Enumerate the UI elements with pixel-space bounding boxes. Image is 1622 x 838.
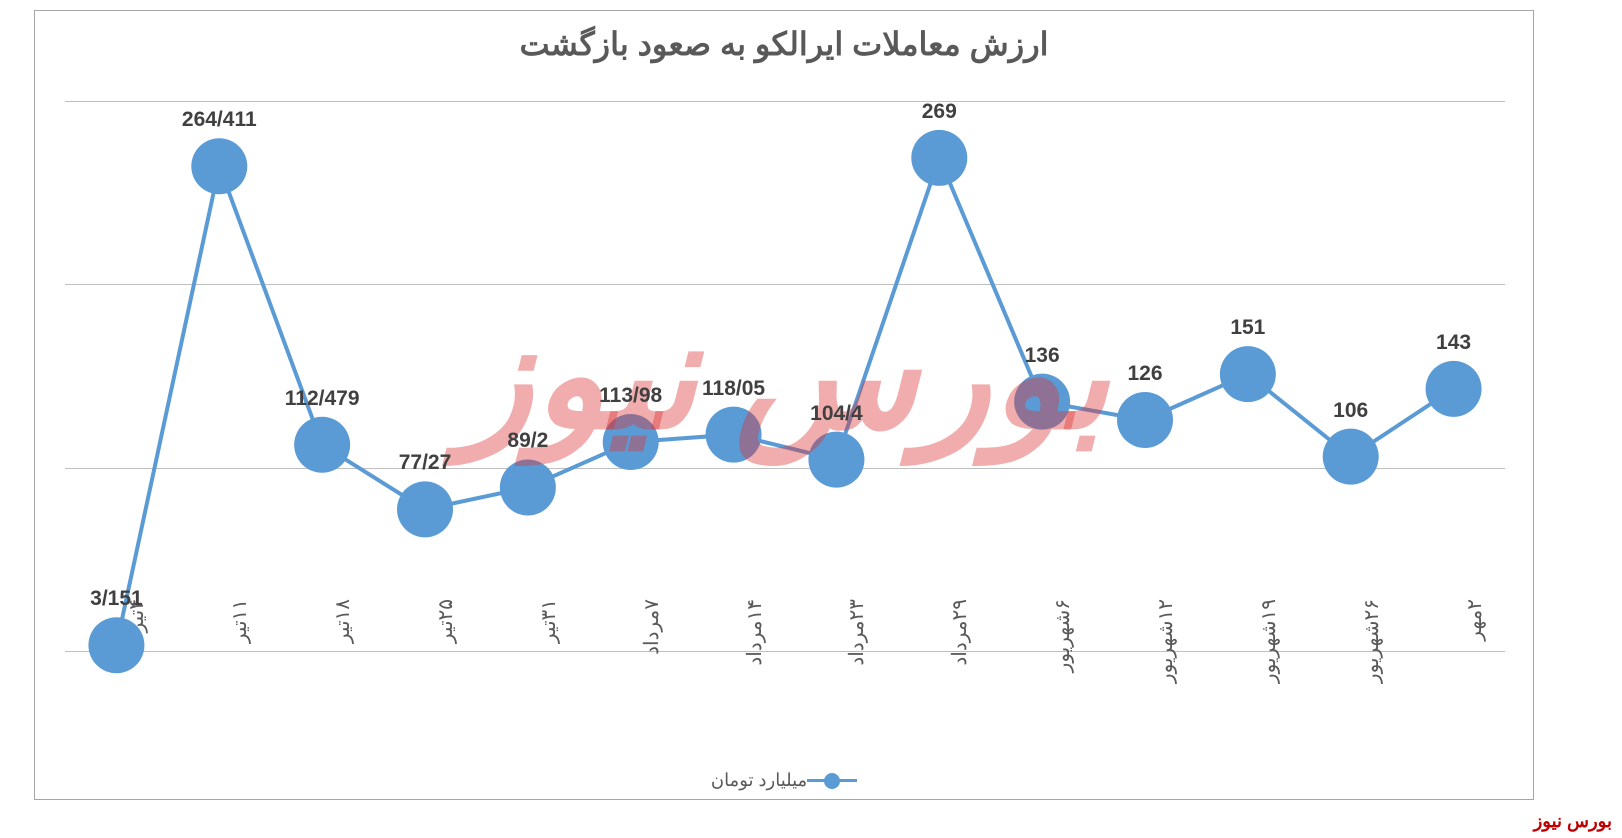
data-label: 151 [1230, 316, 1265, 340]
data-marker [1014, 374, 1070, 430]
x-tick-label: ۲۶شهریور [1359, 599, 1384, 683]
x-tick-label: ۲۹مرداد [947, 599, 972, 666]
data-marker [1117, 392, 1173, 448]
data-label: 77/27 [399, 451, 452, 475]
x-tick-label: ۱۱تیر [227, 599, 252, 643]
data-label: 104/4 [810, 402, 863, 426]
data-marker [808, 432, 864, 488]
data-label: 112/479 [285, 387, 360, 411]
data-marker [706, 407, 762, 463]
x-tick-label: ۲مهر [1462, 599, 1487, 641]
data-label: 143 [1436, 331, 1471, 355]
x-tick-label: ۱۹شهریور [1256, 599, 1281, 683]
data-label: 269 [922, 100, 957, 124]
data-label: 126 [1127, 362, 1162, 386]
data-label: 106 [1333, 399, 1368, 423]
data-marker [911, 130, 967, 186]
x-tick-label: ۴تیر [124, 599, 149, 632]
data-label: 113/98 [599, 384, 662, 408]
plot-area: بورس نیوز 3/151264/411112/47977/2789/211… [65, 101, 1505, 651]
data-label: 118/05 [702, 377, 765, 401]
chart-title: ارزش معاملات ایرالکو به صعود بازگشت [35, 25, 1533, 63]
legend-label: میلیارد تومان [711, 770, 807, 791]
x-tick-label: ۲۳مرداد [844, 599, 869, 666]
legend: میلیارد تومان [35, 770, 1533, 791]
legend-line-icon [807, 779, 857, 782]
data-marker [294, 417, 350, 473]
x-tick-label: ۷مرداد [639, 599, 664, 655]
data-marker [500, 459, 556, 515]
x-tick-label: ۱۲شهریور [1153, 599, 1178, 683]
chart-container: ارزش معاملات ایرالکو به صعود بازگشت بورس… [34, 10, 1534, 800]
data-marker [1426, 361, 1482, 417]
data-marker [191, 138, 247, 194]
data-marker [1323, 429, 1379, 485]
data-label: 264/411 [182, 108, 257, 132]
brand-label: بورس نیوز [1534, 811, 1612, 832]
x-tick-label: ۲۵تیر [433, 599, 458, 643]
x-tick-label: ۳۱تیر [536, 599, 561, 643]
x-tick-label: ۱۴مرداد [742, 599, 767, 666]
data-label: 89/2 [507, 429, 548, 453]
x-axis-labels: ۴تیر ۱۱تیر ۱۸تیر ۲۵تیر ۳۱تیر ۷مرداد ۱۴مرداد ۲۳م… [65, 599, 1505, 719]
data-marker [1220, 346, 1276, 402]
legend-marker-icon [824, 773, 840, 789]
x-tick-label: ۱۸تیر [330, 599, 355, 643]
x-tick-label: ۶شهریور [1050, 599, 1075, 672]
data-marker [603, 414, 659, 470]
line-chart-svg [65, 101, 1505, 651]
data-marker [397, 481, 453, 537]
data-label: 136 [1025, 344, 1060, 368]
